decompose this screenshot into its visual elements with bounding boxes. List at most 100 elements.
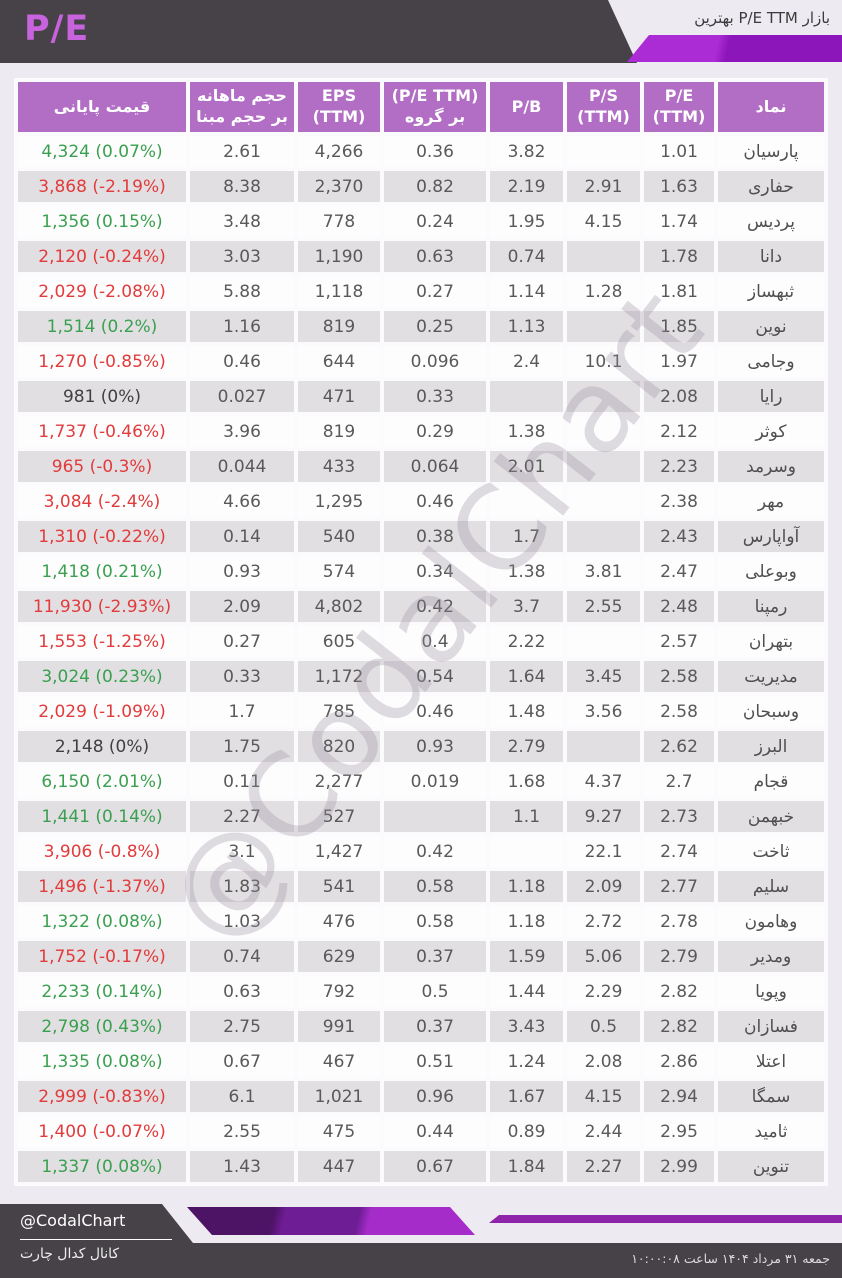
metric-value: 4.66 xyxy=(223,491,261,512)
cell-pb: 1.95 xyxy=(490,206,563,237)
cell-monthly-vol: 1.75 xyxy=(190,731,294,762)
metric-value: 3.96 xyxy=(223,421,261,442)
table-row: اعتلا 2.86 2.08 1.24 0.51 467 0.67 1,335 (0.08%… xyxy=(18,1046,824,1077)
cell-monthly-vol: 5.88 xyxy=(190,276,294,307)
table-row: قجام 2.7 4.37 1.68 0.019 2,277 0.11 6,150 (2.01… xyxy=(18,766,824,797)
cell-symbol: نوین xyxy=(718,311,824,342)
cell-ps-ttm: 2.44 xyxy=(567,1116,640,1147)
cell-pe-ttm-group: 0.019 xyxy=(384,766,486,797)
cell-eps-ttm: 792 xyxy=(298,976,380,1007)
cell-pb: 1.48 xyxy=(490,696,563,727)
cell-close-price: 4,324 (0.07%) xyxy=(18,136,186,167)
metric-value: 1.95 xyxy=(507,211,546,232)
price-change-value: 6,150 (2.01%) xyxy=(41,771,163,792)
metric-value: 1.64 xyxy=(507,666,546,687)
metric-value: 5.06 xyxy=(584,946,623,967)
cell-eps-ttm: 4,802 xyxy=(298,591,380,622)
metric-value: 2.82 xyxy=(660,1016,698,1037)
metric-value: 0.42 xyxy=(416,841,454,862)
cell-eps-ttm: 527 xyxy=(298,801,380,832)
cell-symbol: قجام xyxy=(718,766,824,797)
metric-value: 8.38 xyxy=(223,176,261,197)
cell-monthly-vol: 1.16 xyxy=(190,311,294,342)
cell-pe-ttm-group: 0.24 xyxy=(384,206,486,237)
metric-value: 4,266 xyxy=(314,141,364,162)
cell-ps-ttm: 22.1 xyxy=(567,836,640,867)
cell-eps-ttm: 540 xyxy=(298,521,380,552)
metric-value: 1.59 xyxy=(507,946,546,967)
report-datetime: جمعه ۳۱ مرداد ۱۴۰۴ ساعت ۱۰:۰۰:۰۸ xyxy=(631,1251,830,1266)
cell-pe-ttm-group: 0.38 xyxy=(384,521,486,552)
table-row: دانا 1.78 0.74 0.63 1,190 3.03 2,120 (-0.24%) xyxy=(18,241,824,272)
channel-name: کانال کدال چارت xyxy=(20,1246,120,1262)
cell-ps-ttm xyxy=(567,416,640,447)
table-row: آواپارس 2.43 1.7 0.38 540 0.14 1,310 (-0.22%) xyxy=(18,521,824,552)
metric-value: 0.74 xyxy=(507,246,546,267)
cell-eps-ttm: 819 xyxy=(298,311,380,342)
metric-value: 792 xyxy=(322,981,356,1002)
metric-value: 3.82 xyxy=(507,141,546,162)
cell-ps-ttm xyxy=(567,241,640,272)
metric-value: 0.27 xyxy=(223,631,261,652)
cell-pb xyxy=(490,836,563,867)
metric-value: 0.63 xyxy=(223,981,261,1002)
metric-value: 3.45 xyxy=(584,666,623,687)
metric-value: 0.25 xyxy=(416,316,454,337)
metric-value: 2.79 xyxy=(507,736,546,757)
table-row: ثامید 2.95 2.44 0.89 0.44 475 2.55 1,400 (-0.07… xyxy=(18,1116,824,1147)
metric-value: 1,172 xyxy=(314,666,364,687)
cell-monthly-vol: 2.09 xyxy=(190,591,294,622)
cell-monthly-vol: 0.11 xyxy=(190,766,294,797)
cell-monthly-vol: 2.55 xyxy=(190,1116,294,1147)
cell-symbol: خبهمن xyxy=(718,801,824,832)
metric-value: 22.1 xyxy=(584,841,623,862)
column-header-ps-ttm: P/S (TTM) xyxy=(567,82,640,132)
price-change-value: 1,356 (0.15%) xyxy=(41,211,163,232)
metric-value: 0.5 xyxy=(421,981,449,1002)
metric-value: 2.19 xyxy=(507,176,546,197)
cell-ps-ttm: 10.1 xyxy=(567,346,640,377)
cell-pb: 1.13 xyxy=(490,311,563,342)
cell-pe-ttm-group: 0.25 xyxy=(384,311,486,342)
price-change-value: 1,337 (0.08%) xyxy=(41,1156,163,1177)
column-header-line: EPS xyxy=(321,86,357,106)
metric-value: 0.96 xyxy=(416,1086,454,1107)
metric-value: 1.44 xyxy=(507,981,546,1002)
cell-pb: 1.38 xyxy=(490,416,563,447)
metric-value: 1.48 xyxy=(507,701,546,722)
metric-value: 2.99 xyxy=(660,1156,698,1177)
cell-symbol: پارسیان xyxy=(718,136,824,167)
metric-value: 0.24 xyxy=(416,211,454,232)
metric-value: 2.73 xyxy=(660,806,698,827)
metric-value: 2,277 xyxy=(314,771,364,792)
cell-symbol: ثاخت xyxy=(718,836,824,867)
cell-close-price: 2,120 (-0.24%) xyxy=(18,241,186,272)
metric-value: 1.81 xyxy=(660,281,698,302)
metric-value: 2.77 xyxy=(660,876,698,897)
column-header-line: P/E xyxy=(664,86,694,106)
cell-pe-ttm: 2.58 xyxy=(644,661,714,692)
metric-value: 0.46 xyxy=(416,491,454,512)
cell-ps-ttm: 4.15 xyxy=(567,206,640,237)
table-row: ومدیر 2.79 5.06 1.59 0.37 629 0.74 1,752 (-0.17… xyxy=(18,941,824,972)
cell-eps-ttm: 541 xyxy=(298,871,380,902)
cell-pb xyxy=(490,381,563,412)
cell-ps-ttm: 5.06 xyxy=(567,941,640,972)
table-row: خبهمن 2.73 9.27 1.1 527 2.27 1,441 (0.14%) xyxy=(18,801,824,832)
cell-monthly-vol: 3.96 xyxy=(190,416,294,447)
metric-value: 2.95 xyxy=(660,1121,698,1142)
column-header-close-price: قیمت پایانی xyxy=(18,82,186,132)
metric-value: 0.34 xyxy=(416,561,454,582)
column-header-line: نماد xyxy=(755,96,787,116)
pe-table: نماد P/E (TTM) P/S (TTM) P/B (P/E TTM) بر گروه E… xyxy=(14,78,828,1186)
cell-monthly-vol: 2.75 xyxy=(190,1011,294,1042)
cell-eps-ttm: 467 xyxy=(298,1046,380,1077)
metric-value: 475 xyxy=(322,1121,356,1142)
cell-pe-ttm: 2.95 xyxy=(644,1116,714,1147)
metric-value: 2.55 xyxy=(223,1121,261,1142)
metric-value: 1.16 xyxy=(223,316,261,337)
price-change-value: 1,322 (0.08%) xyxy=(41,911,163,932)
metric-value: 10.1 xyxy=(584,351,623,372)
cell-close-price: 981 (0%) xyxy=(18,381,186,412)
